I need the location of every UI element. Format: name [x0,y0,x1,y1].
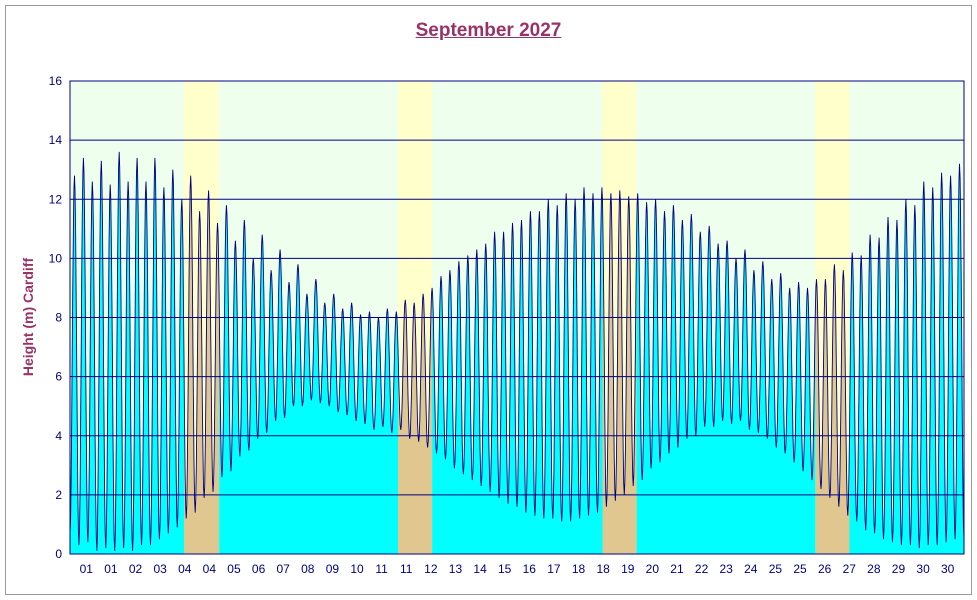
x-tick-label-22: 18 [596,562,610,576]
x-tick-label-12: 10 [350,562,364,576]
x-tick-label-33: 28 [867,562,881,576]
y-tick-label-6: 6 [55,370,62,384]
x-tick-label-20: 17 [547,562,561,576]
tide-area-segment-5 [432,187,603,554]
y-tick-label-14: 14 [49,133,63,147]
x-tick-label-14: 11 [400,562,413,576]
x-tick-label-10: 08 [301,562,315,576]
x-tick-label-1: 01 [80,562,94,576]
x-tick-label-31: 26 [818,562,832,576]
x-tick-label-28: 24 [744,562,758,576]
plot-border [69,80,965,555]
x-tick-label-5: 04 [178,562,192,576]
x-tick-label-15: 12 [424,562,438,576]
x-tick-label-9: 07 [277,562,291,576]
y-tick-label-0: 0 [55,547,62,561]
x-tick-label-27: 23 [720,562,734,576]
x-tick-label-35: 30 [916,562,930,576]
tide-height-series [70,151,964,552]
x-tick-label-25: 21 [670,562,684,576]
x-tick-label-13: 11 [375,562,388,576]
tide-area-segment-7 [636,193,816,554]
x-tick-label-23: 19 [621,562,635,576]
x-tick-label-24: 20 [646,562,660,576]
x-tick-label-29: 25 [769,562,783,576]
x-tick-label-34: 29 [892,562,906,576]
x-tick-labels: 01 01 02 03 04 04 05 06 07 08 09 10 11 11 12 13 14 15 16 17… [80,562,955,576]
tide-area-segment-4 [398,287,433,554]
x-tick-label-2: 01 [104,562,118,576]
x-tick-label-30: 25 [793,562,807,576]
tide-line [70,151,964,552]
x-tick-label-11: 09 [326,562,340,576]
x-tick-label-36: 30 [941,562,955,576]
x-tick-label-8: 06 [252,562,266,576]
x-tick-label-21: 18 [572,562,586,576]
x-tick-label-26: 22 [695,562,709,576]
tide-area-segment-6 [602,190,637,554]
tide-area-segment-3 [219,205,398,554]
x-tick-label-6: 04 [203,562,217,576]
y-tick-labels: 0 2 4 6 8 10 12 14 16 [49,74,63,561]
y-tick-label-12: 12 [49,192,63,206]
x-tick-label-17: 14 [473,562,487,576]
x-tick-label-32: 27 [843,562,857,576]
x-tick-label-4: 03 [153,562,167,576]
x-tick-label-16: 13 [449,562,463,576]
y-tick-label-10: 10 [49,251,63,265]
x-tick-label-7: 05 [227,562,241,576]
x-tick-label-19: 16 [523,562,537,576]
x-tick-label-18: 15 [498,562,512,576]
y-tick-label-8: 8 [55,311,62,325]
x-tick-label-3: 02 [129,562,143,576]
y-tick-label-16: 16 [49,74,63,88]
y-tick-label-4: 4 [55,429,62,443]
chart-title: September 2027 [415,20,562,41]
y-tick-label-2: 2 [55,488,62,502]
